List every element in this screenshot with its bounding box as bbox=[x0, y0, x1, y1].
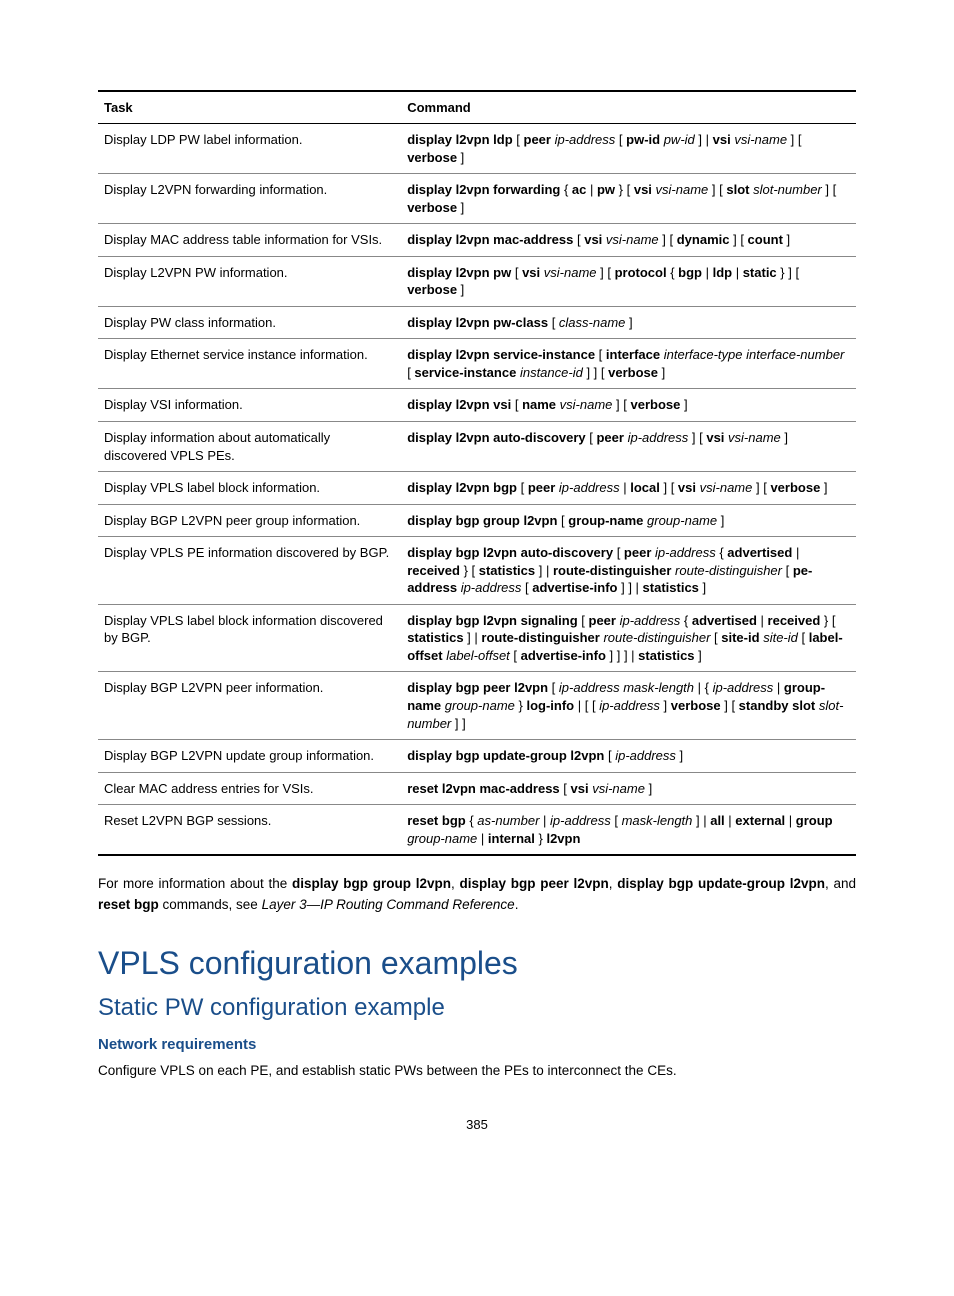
table-row: Display VPLS PE information discovered b… bbox=[98, 537, 856, 605]
table-row: Display LDP PW label information.display… bbox=[98, 124, 856, 174]
table-row: Display BGP L2VPN update group informati… bbox=[98, 740, 856, 773]
task-cell: Display VPLS PE information discovered b… bbox=[98, 537, 401, 605]
table-row: Display VSI information.display l2vpn vs… bbox=[98, 389, 856, 422]
table-row: Display VPLS label block information.dis… bbox=[98, 472, 856, 505]
table-row: Display BGP L2VPN peer group information… bbox=[98, 504, 856, 537]
task-cell: Display VSI information. bbox=[98, 389, 401, 422]
table-row: Display VPLS label block information dis… bbox=[98, 604, 856, 672]
table-row: Clear MAC address entries for VSIs.reset… bbox=[98, 772, 856, 805]
heading-level1: VPLS configuration examples bbox=[98, 945, 856, 982]
task-cell: Display information about automatically … bbox=[98, 422, 401, 472]
task-cell: Display L2VPN PW information. bbox=[98, 256, 401, 306]
task-cell: Display BGP L2VPN update group informati… bbox=[98, 740, 401, 773]
command-cell: display l2vpn service-instance [ interfa… bbox=[401, 339, 856, 389]
task-cell: Reset L2VPN BGP sessions. bbox=[98, 805, 401, 856]
table-row: Display MAC address table information fo… bbox=[98, 224, 856, 257]
table-header-command: Command bbox=[401, 91, 856, 124]
table-header-task: Task bbox=[98, 91, 401, 124]
footnote-paragraph: For more information about the display b… bbox=[98, 874, 856, 915]
table-row: Display PW class information.display l2v… bbox=[98, 306, 856, 339]
command-cell: display l2vpn pw-class [ class-name ] bbox=[401, 306, 856, 339]
command-cell: display bgp update-group l2vpn [ ip-addr… bbox=[401, 740, 856, 773]
task-cell: Display BGP L2VPN peer information. bbox=[98, 672, 401, 740]
command-cell: display l2vpn forwarding { ac | pw } [ v… bbox=[401, 174, 856, 224]
command-cell: display l2vpn pw [ vsi vsi-name ] [ prot… bbox=[401, 256, 856, 306]
command-cell: display l2vpn vsi [ name vsi-name ] [ ve… bbox=[401, 389, 856, 422]
task-cell: Clear MAC address entries for VSIs. bbox=[98, 772, 401, 805]
command-table-body: Display LDP PW label information.display… bbox=[98, 124, 856, 856]
page-number: 385 bbox=[98, 1117, 856, 1132]
task-cell: Display BGP L2VPN peer group information… bbox=[98, 504, 401, 537]
task-cell: Display LDP PW label information. bbox=[98, 124, 401, 174]
heading-level3: Network requirements bbox=[98, 1036, 856, 1053]
command-cell: display bgp l2vpn signaling [ peer ip-ad… bbox=[401, 604, 856, 672]
table-row: Display L2VPN PW information.display l2v… bbox=[98, 256, 856, 306]
command-cell: display l2vpn ldp [ peer ip-address [ pw… bbox=[401, 124, 856, 174]
command-cell: display l2vpn auto-discovery [ peer ip-a… bbox=[401, 422, 856, 472]
table-row: Display L2VPN forwarding information.dis… bbox=[98, 174, 856, 224]
command-cell: display l2vpn bgp [ peer ip-address | lo… bbox=[401, 472, 856, 505]
table-row: Display Ethernet service instance inform… bbox=[98, 339, 856, 389]
body-paragraph: Configure VPLS on each PE, and establish… bbox=[98, 1061, 856, 1081]
command-cell: reset bgp { as-number | ip-address [ mas… bbox=[401, 805, 856, 856]
heading-level2: Static PW configuration example bbox=[98, 994, 856, 1022]
table-row: Display information about automatically … bbox=[98, 422, 856, 472]
task-cell: Display MAC address table information fo… bbox=[98, 224, 401, 257]
command-cell: display bgp group l2vpn [ group-name gro… bbox=[401, 504, 856, 537]
task-cell: Display Ethernet service instance inform… bbox=[98, 339, 401, 389]
task-cell: Display VPLS label block information dis… bbox=[98, 604, 401, 672]
command-cell: display bgp peer l2vpn [ ip-address mask… bbox=[401, 672, 856, 740]
command-table: Task Command Display LDP PW label inform… bbox=[98, 90, 856, 856]
command-cell: reset l2vpn mac-address [ vsi vsi-name ] bbox=[401, 772, 856, 805]
command-cell: display l2vpn mac-address [ vsi vsi-name… bbox=[401, 224, 856, 257]
table-row: Display BGP L2VPN peer information.displ… bbox=[98, 672, 856, 740]
command-cell: display bgp l2vpn auto-discovery [ peer … bbox=[401, 537, 856, 605]
table-row: Reset L2VPN BGP sessions.reset bgp { as-… bbox=[98, 805, 856, 856]
task-cell: Display PW class information. bbox=[98, 306, 401, 339]
task-cell: Display VPLS label block information. bbox=[98, 472, 401, 505]
task-cell: Display L2VPN forwarding information. bbox=[98, 174, 401, 224]
